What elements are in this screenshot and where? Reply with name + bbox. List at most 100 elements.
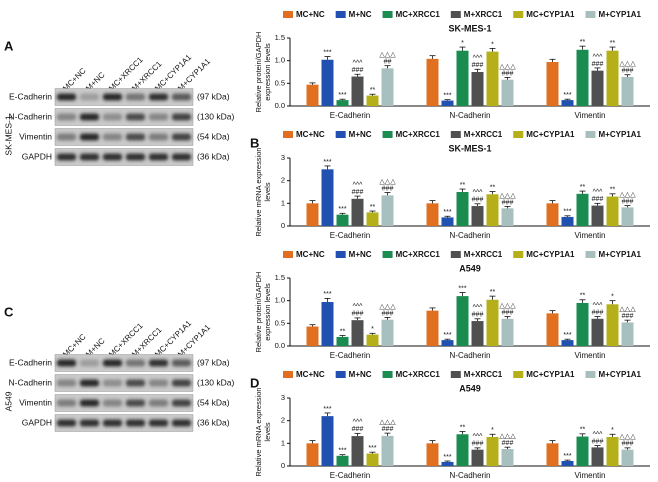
legend-swatch xyxy=(335,371,346,378)
significance-mark: ### xyxy=(592,196,604,203)
significance-mark: ^^^ xyxy=(593,54,604,61)
significance-mark: ^^^ xyxy=(473,434,484,441)
significance-mark: *** xyxy=(323,49,331,56)
significance-mark: ** xyxy=(460,424,466,431)
legend-swatch xyxy=(335,251,346,258)
significance-mark: ^^^ xyxy=(353,304,364,311)
significance-mark: ### xyxy=(622,313,634,320)
legend-swatch xyxy=(450,371,461,378)
legend-label: MC+CYP1A1 xyxy=(526,130,575,139)
legend-label: MC+XRCC1 xyxy=(396,250,441,259)
significance-mark: * xyxy=(611,294,614,301)
bar xyxy=(501,208,514,226)
bar xyxy=(471,449,484,466)
bar xyxy=(546,313,559,346)
legend-label: M+CYP1A1 xyxy=(599,10,642,19)
blot-strip xyxy=(54,394,194,412)
bar xyxy=(366,334,379,346)
bar xyxy=(306,443,319,466)
protein-label: GAPDH xyxy=(22,417,52,427)
significance-mark: ### xyxy=(352,426,364,433)
y-tick-label: 0.0 xyxy=(275,101,285,110)
significance-mark: ## xyxy=(384,58,392,65)
bar xyxy=(351,198,364,226)
blot-band xyxy=(102,379,123,387)
significance-mark: *** xyxy=(443,454,451,461)
y-axis-label: Relative protein/GAPDH expression levels xyxy=(254,271,272,353)
bar xyxy=(381,435,394,466)
protein-label: N-Cadherin xyxy=(9,377,53,387)
y-tick-label: 1 xyxy=(281,438,285,447)
legend-label: MC+NC xyxy=(296,10,325,19)
bar xyxy=(576,302,589,346)
significance-mark: ** xyxy=(580,293,586,300)
blot-band xyxy=(171,359,192,367)
bar xyxy=(366,212,379,226)
significance-mark: ### xyxy=(622,441,634,448)
y-tick-label: 1 xyxy=(281,198,285,207)
significance-mark: ### xyxy=(502,199,514,206)
bar xyxy=(576,49,589,106)
significance-mark: ^^^ xyxy=(353,419,364,426)
chart-title: SK-MES-1 xyxy=(448,143,491,153)
blot-band xyxy=(79,93,100,101)
bar xyxy=(561,340,574,346)
x-tick-label: Vimentin xyxy=(575,471,606,480)
legend-swatch xyxy=(450,11,461,18)
y-tick-label: 0.5 xyxy=(275,78,285,87)
bar xyxy=(336,455,349,466)
legend-swatch xyxy=(513,251,524,258)
blot-band xyxy=(79,153,100,161)
bar xyxy=(456,50,469,106)
protein-label: E-Cadherin xyxy=(9,91,52,101)
bar xyxy=(366,95,379,106)
x-tick-label: N-Cadherin xyxy=(450,471,491,480)
significance-mark: ### xyxy=(472,312,484,319)
significance-mark: *** xyxy=(563,209,571,216)
legend-label: MC+CYP1A1 xyxy=(526,370,575,379)
y-tick-label: 0.5 xyxy=(275,318,285,327)
bar xyxy=(426,443,439,466)
significance-mark: △△△ xyxy=(499,433,516,440)
cell-line-label: A549 xyxy=(3,391,13,411)
blot-band xyxy=(56,379,77,387)
blot-band xyxy=(148,133,169,141)
legend-label: MC+XRCC1 xyxy=(396,10,441,19)
blot-band xyxy=(171,133,192,141)
bar xyxy=(426,310,439,346)
protein-label: Vimentin xyxy=(19,131,52,141)
legend-swatch xyxy=(585,131,596,138)
bar xyxy=(366,453,379,466)
legend-label: MC+CYP1A1 xyxy=(526,10,575,19)
legend-label: MC+CYP1A1 xyxy=(526,250,575,259)
blot-band xyxy=(171,153,192,161)
bar xyxy=(606,50,619,106)
significance-mark: △△△ xyxy=(379,419,396,426)
legend-label: M+CYP1A1 xyxy=(599,130,642,139)
legend-swatch xyxy=(283,251,293,258)
protein-label: Vimentin xyxy=(19,397,52,407)
blot-band xyxy=(125,399,146,407)
x-tick-label: N-Cadherin xyxy=(450,231,491,240)
significance-mark: *** xyxy=(458,285,466,292)
blot-band xyxy=(148,359,169,367)
bar xyxy=(606,436,619,466)
legend-swatch xyxy=(513,131,524,138)
legend-label: M+XRCC1 xyxy=(464,250,503,259)
blot-band xyxy=(125,419,146,427)
bar xyxy=(606,196,619,226)
panel-letter: D xyxy=(250,375,259,390)
significance-mark: △△△ xyxy=(619,434,636,441)
bar xyxy=(561,216,574,226)
bar xyxy=(621,322,634,346)
significance-mark: △△△ xyxy=(619,306,636,313)
bar xyxy=(561,100,574,106)
significance-mark: ** xyxy=(460,182,466,189)
bar xyxy=(321,169,334,226)
bar xyxy=(306,326,319,346)
legend-label: MC+XRCC1 xyxy=(396,130,441,139)
bar xyxy=(381,68,394,106)
legend-swatch xyxy=(382,371,393,378)
legend-label: M+XRCC1 xyxy=(464,370,503,379)
protein-label: E-Cadherin xyxy=(9,357,52,367)
